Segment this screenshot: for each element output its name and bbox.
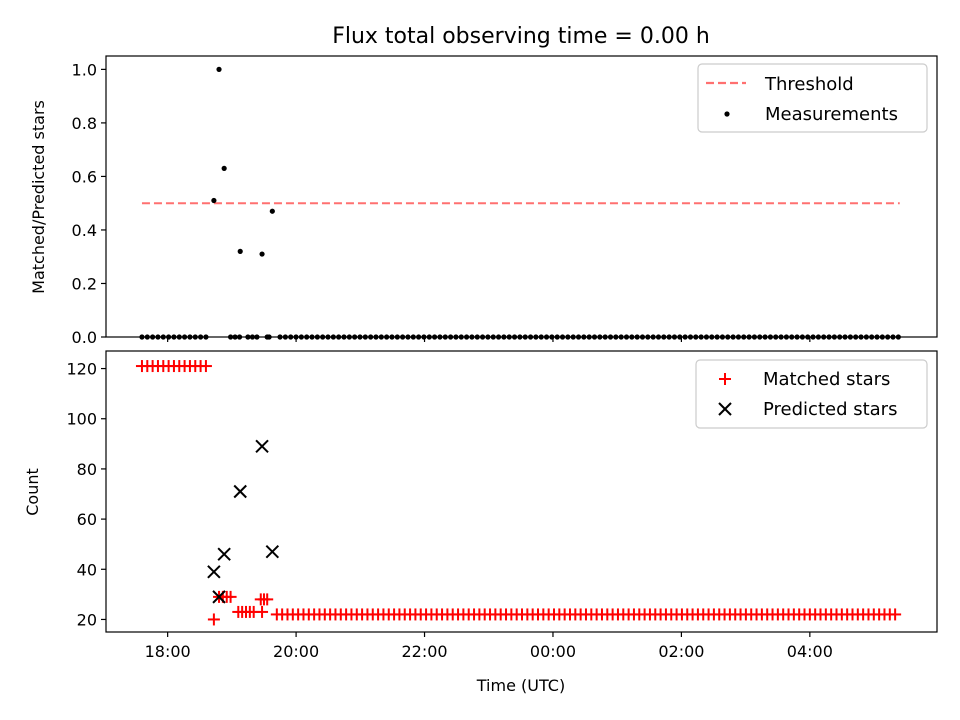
y-tick-label: 0.6	[72, 167, 97, 186]
ratio-y-axis: 0.0 0.2 0.4 0.6 0.8 1.0	[72, 60, 106, 347]
predicted-marker-b	[255, 439, 269, 454]
matched-star-point	[224, 590, 237, 603]
y-tick-label: 100	[66, 410, 97, 429]
counts-legend-box	[695, 359, 928, 429]
predicted-star-point	[212, 590, 226, 604]
y-tick-label: 0.0	[72, 328, 97, 347]
ratio-legend: Threshold Measurements	[697, 63, 928, 133]
legend-matched-label: Matched stars	[763, 369, 890, 390]
ratio-axes-frame	[105, 55, 938, 338]
predicted-marker-b	[207, 565, 221, 579]
y-tick-label: 0.4	[72, 221, 97, 240]
matched-star-point	[199, 360, 212, 373]
counts-y-axis: 20 40 60 80 100 120	[66, 360, 106, 629]
predicted-star-point	[255, 439, 269, 454]
measurement-point	[237, 248, 243, 254]
counts-axes-frame	[105, 350, 938, 633]
y-tick-label: 20	[77, 610, 97, 629]
measurement-point	[216, 66, 222, 72]
predicted-star-point	[265, 545, 280, 559]
legend-predicted-swatch	[718, 402, 732, 416]
y-tick-label: 60	[77, 510, 97, 529]
x-tick-label: 18:00	[145, 642, 191, 661]
ratio-legend-box	[697, 63, 928, 133]
matched-star-point	[207, 613, 220, 626]
y-tick-label: 0.2	[72, 274, 97, 293]
x-tick-label: 02:00	[658, 642, 704, 661]
legend-matched-swatch	[719, 373, 731, 385]
counts-y-axis-label: Count	[23, 468, 42, 516]
predicted-marker-b	[217, 547, 231, 561]
measurement-point	[211, 197, 217, 204]
measurement-point	[259, 251, 265, 257]
predicted-marker-b	[265, 545, 280, 559]
counts-plot-area	[135, 360, 902, 626]
predicted-star-point	[207, 565, 221, 579]
predicted-star-point	[217, 547, 231, 561]
measurement-point	[269, 208, 275, 214]
matched-star-point	[256, 605, 269, 618]
legend-predicted-label: Predicted stars	[763, 399, 897, 420]
legend-measurements-swatch	[724, 111, 730, 117]
counts-panel: 20 40 60 80 100 120 18:00 20:00 22:00 00:00 02:00…	[23, 350, 938, 695]
y-tick-label: 0.8	[72, 114, 97, 133]
counts-x-axis: 18:00 20:00 22:00 00:00 02:00 04:00	[145, 632, 833, 661]
x-tick-label: 22:00	[401, 642, 447, 661]
legend-threshold-label: Threshold	[764, 74, 854, 95]
x-tick-label: 00:00	[530, 642, 576, 661]
ratio-y-axis-label: Matched/Predicted stars	[29, 100, 48, 294]
predicted-marker-b	[233, 484, 247, 499]
x-tick-label: 04:00	[787, 642, 833, 661]
matched-star-point	[889, 608, 902, 621]
x-axis-label: Time (UTC)	[476, 676, 565, 695]
counts-legend: Matched stars Predicted stars	[695, 359, 928, 429]
matched-star-point	[261, 593, 274, 606]
predicted-marker-b	[212, 590, 226, 604]
measurement-point	[221, 165, 227, 171]
x-tick-label: 20:00	[273, 642, 319, 661]
legend-measurements-label: Measurements	[765, 104, 898, 125]
ratio-panel: 0.0 0.2 0.4 0.6 0.8 1.0 Matched/Predicted sta…	[29, 55, 938, 347]
y-tick-label: 40	[77, 560, 97, 579]
chart-title: Flux total observing time = 0.00 h	[332, 24, 710, 49]
y-tick-label: 1.0	[72, 60, 97, 79]
ratio-x-axis-ticks	[167, 337, 811, 342]
y-tick-label: 120	[66, 360, 97, 379]
y-tick-label: 80	[77, 460, 97, 479]
predicted-star-point	[233, 484, 247, 499]
